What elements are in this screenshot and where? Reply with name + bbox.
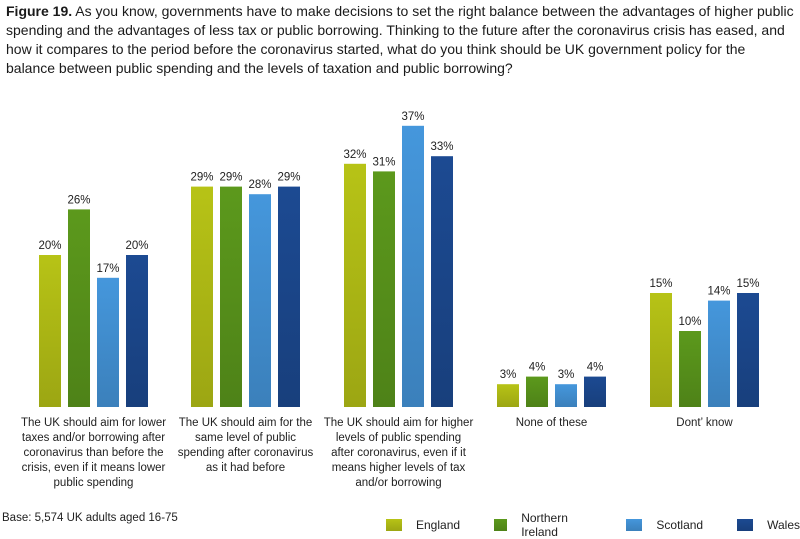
category-label-3: The UK should aim for higher levels of p… (323, 417, 474, 489)
bar-wales-cat5 (737, 293, 759, 407)
bar-england-cat2 (191, 186, 213, 407)
bar-england-cat1 (39, 255, 61, 407)
category-label-4: None of these (515, 417, 588, 429)
bar-northern-ireland-cat1 (68, 209, 90, 407)
legend-swatch-wales (737, 519, 754, 531)
data-label-wales-cat3: 33% (430, 141, 453, 153)
data-label-scotland-cat4: 3% (558, 369, 575, 381)
data-label-england-cat4: 3% (500, 369, 517, 381)
bar-scotland-cat4 (555, 384, 577, 407)
data-label-wales-cat1: 20% (125, 240, 148, 252)
data-label-england-cat3: 32% (343, 149, 366, 161)
data-label-wales-cat2: 29% (277, 172, 300, 184)
legend-swatch-england (386, 519, 402, 531)
bar-england-cat3 (344, 163, 366, 407)
legend-item-england: England (386, 518, 460, 532)
data-label-wales-cat4: 4% (587, 362, 604, 374)
bar-wales-cat4 (584, 376, 606, 407)
bar-northern-ireland-cat2 (220, 186, 242, 407)
chart-title: Figure 19. As you know, governments have… (6, 2, 794, 78)
bar-england-cat5 (650, 293, 672, 407)
legend-label-wales: Wales (767, 518, 800, 532)
figure-question: As you know, governments have to make de… (6, 3, 794, 76)
legend-item-scotland: Scotland (626, 518, 703, 532)
data-label-northern-ireland-cat5: 10% (678, 316, 701, 328)
bar-chart: 20% 26% 17% 20% 29% 29% 28% 29% 32% 31% 37% 33% 3% 4%… (38, 111, 760, 408)
bar-wales-cat2 (278, 186, 300, 407)
legend: England Northern Ireland Scotland Wales (386, 511, 800, 539)
data-label-scotland-cat1: 17% (96, 263, 119, 275)
base-note: Base: 5,574 UK adults aged 16-75 (2, 512, 178, 524)
legend-label-northern-ireland: Northern Ireland (521, 511, 568, 539)
bar-northern-ireland-cat4 (526, 376, 548, 407)
legend-label-england: England (416, 518, 461, 532)
bar-wales-cat1 (126, 255, 148, 407)
data-label-northern-ireland-cat2: 29% (219, 172, 242, 184)
legend-swatch-scotland (626, 519, 643, 531)
data-label-scotland-cat5: 14% (707, 286, 730, 298)
bar-scotland-cat2 (249, 194, 271, 407)
bar-england-cat4 (497, 384, 519, 407)
data-label-scotland-cat3: 37% (401, 111, 424, 123)
figure-label: Figure 19. (6, 3, 73, 19)
legend-swatch-northern-ireland (494, 519, 508, 531)
bar-scotland-cat3 (402, 125, 424, 408)
bar-scotland-cat5 (708, 300, 730, 407)
bar-wales-cat3 (431, 156, 453, 407)
legend-item-wales: Wales (737, 518, 800, 532)
category-label-1: The UK should aim for lower taxes and/or… (20, 417, 167, 489)
data-label-england-cat5: 15% (649, 278, 672, 290)
data-label-northern-ireland-cat4: 4% (529, 362, 546, 374)
legend-label-scotland: Scotland (656, 518, 704, 532)
data-label-england-cat1: 20% (38, 240, 61, 252)
category-label-2: The UK should aim for the same level of … (177, 417, 314, 474)
legend-item-northern-ireland: Northern Ireland (494, 511, 592, 539)
bar-northern-ireland-cat5 (679, 331, 701, 407)
data-label-northern-ireland-cat1: 26% (67, 194, 90, 206)
data-label-wales-cat5: 15% (736, 278, 759, 290)
data-label-england-cat2: 29% (190, 172, 213, 184)
bar-northern-ireland-cat3 (373, 171, 395, 407)
category-label-5: Dont’ know (676, 417, 733, 429)
bar-scotland-cat1 (97, 277, 119, 407)
data-label-scotland-cat2: 28% (248, 179, 271, 191)
data-label-northern-ireland-cat3: 31% (372, 156, 395, 168)
